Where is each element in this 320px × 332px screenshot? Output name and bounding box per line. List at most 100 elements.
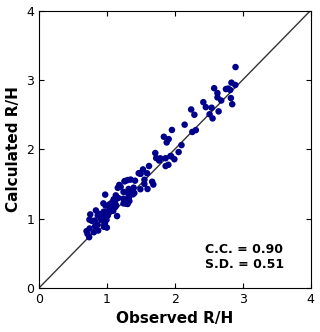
Point [147, 163, 152, 169]
Point [112, 199, 117, 204]
Point [102, 221, 108, 226]
Point [126, 195, 131, 201]
Point [113, 202, 118, 208]
Point [105, 213, 110, 218]
Point [126, 186, 131, 192]
Point [156, 158, 162, 163]
Point [112, 203, 117, 208]
Point [136, 171, 141, 176]
Point [163, 163, 168, 169]
Point [99, 217, 104, 222]
Point [99, 216, 104, 221]
Point [233, 64, 238, 70]
Point [138, 187, 143, 192]
Y-axis label: Calculated R/H: Calculated R/H [5, 86, 20, 212]
Point [111, 208, 116, 213]
Point [169, 127, 174, 132]
Point [117, 182, 122, 188]
Point [101, 209, 106, 214]
Point [92, 218, 97, 223]
Point [103, 192, 108, 197]
Point [156, 156, 161, 162]
Point [163, 156, 168, 161]
Point [207, 112, 212, 117]
Point [108, 204, 114, 209]
Point [115, 185, 120, 191]
Point [229, 80, 234, 85]
Point [158, 156, 163, 161]
Point [130, 192, 135, 197]
Point [230, 102, 235, 107]
Point [151, 182, 156, 187]
Point [140, 167, 146, 172]
Point [166, 162, 171, 167]
Point [102, 213, 107, 218]
Point [104, 210, 109, 215]
Point [190, 129, 195, 134]
Point [128, 177, 133, 182]
Point [154, 155, 159, 161]
Point [132, 178, 138, 183]
Point [87, 226, 92, 231]
Point [233, 82, 238, 88]
Point [124, 201, 129, 207]
Point [121, 196, 126, 202]
Point [228, 95, 234, 101]
Point [84, 228, 89, 234]
Point [103, 215, 108, 220]
Point [188, 107, 194, 112]
Point [87, 217, 92, 222]
Point [192, 112, 197, 118]
Point [182, 122, 187, 127]
Point [128, 189, 133, 195]
Point [103, 203, 108, 208]
Point [176, 149, 181, 155]
Point [203, 105, 208, 110]
Point [168, 153, 173, 159]
Point [115, 213, 120, 219]
Point [101, 224, 107, 229]
Point [99, 215, 104, 220]
Point [89, 218, 94, 223]
Point [125, 201, 130, 207]
Point [126, 191, 131, 197]
Point [179, 142, 184, 148]
Point [114, 196, 119, 201]
Point [104, 225, 109, 230]
Point [100, 217, 105, 222]
Point [138, 171, 143, 177]
Point [145, 186, 150, 192]
X-axis label: Observed R/H: Observed R/H [116, 311, 233, 326]
Point [161, 134, 166, 139]
Point [95, 213, 100, 218]
Point [126, 195, 132, 200]
Point [215, 95, 220, 100]
Point [138, 171, 143, 176]
Point [193, 127, 198, 133]
Point [212, 86, 217, 91]
Point [121, 201, 126, 206]
Point [223, 86, 228, 92]
Point [121, 189, 126, 195]
Point [122, 179, 127, 184]
Point [172, 157, 177, 162]
Point [216, 109, 221, 114]
Point [201, 100, 206, 105]
Point [107, 202, 112, 207]
Point [127, 198, 132, 204]
Text: C.C. = 0.90
S.D. = 0.51: C.C. = 0.90 S.D. = 0.51 [205, 243, 284, 271]
Point [125, 177, 130, 183]
Point [87, 234, 92, 240]
Point [169, 154, 174, 159]
Point [142, 177, 147, 182]
Point [164, 140, 169, 145]
Point [219, 98, 224, 103]
Point [105, 210, 110, 215]
Point [97, 211, 102, 216]
Point [149, 179, 155, 184]
Point [228, 87, 233, 93]
Point [102, 211, 108, 216]
Point [96, 228, 101, 233]
Point [118, 184, 123, 190]
Point [113, 193, 118, 198]
